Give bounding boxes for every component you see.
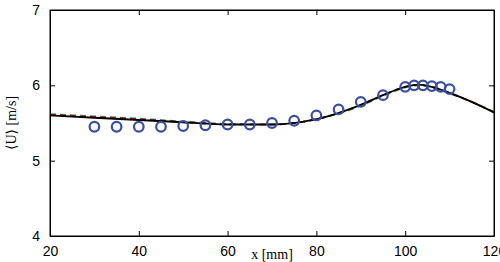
frame [50, 10, 494, 236]
marker [223, 120, 233, 130]
tick-label: 6 [32, 77, 40, 93]
marker [90, 122, 100, 132]
marker [289, 116, 299, 126]
tick-label: 20 [43, 243, 59, 259]
x-axis-title: x [mm] [251, 247, 293, 262]
tick-label: 80 [309, 243, 325, 259]
tick: 5 [32, 153, 55, 169]
tick-mark [405, 231, 406, 236]
axis [51, 10, 495, 15]
tick: 80 [309, 231, 325, 259]
tick-mark [139, 10, 140, 15]
tick-mark [405, 10, 406, 15]
marker [178, 121, 188, 131]
tick-mark [50, 85, 55, 86]
marker [312, 111, 322, 121]
tick-label: 60 [220, 243, 236, 259]
tick-mark [50, 161, 55, 162]
marker [356, 97, 366, 107]
marker [267, 118, 277, 128]
tick: 120 [483, 231, 500, 259]
y-axis-title: ⟨U⟩ [m/s] [4, 96, 19, 150]
tick-mark [489, 161, 494, 162]
tick [489, 85, 494, 86]
plot-area: 20 40 60 80 100 120 4 5 6 7 [32, 2, 500, 259]
tick-label: 100 [394, 243, 418, 259]
tick-mark [228, 231, 229, 236]
tick-mark [489, 85, 494, 86]
tick-mark [228, 10, 229, 15]
marker [134, 122, 144, 132]
marker [334, 105, 344, 115]
marker [201, 120, 211, 130]
tick-mark [139, 231, 140, 236]
tick-label: 7 [32, 2, 40, 18]
tick [139, 10, 140, 15]
tick-label: 4 [32, 228, 40, 244]
data-layer [50, 81, 494, 132]
marker [156, 122, 166, 132]
tick-label: 5 [32, 153, 40, 169]
tick [316, 10, 317, 15]
tick-label: 40 [132, 243, 148, 259]
marker [112, 122, 122, 132]
tick-mark [316, 10, 317, 15]
tick [489, 161, 494, 162]
marker [245, 120, 255, 130]
tick: 100 [394, 231, 418, 259]
marker [445, 84, 455, 94]
chart: 20 40 60 80 100 120 4 5 6 7 x [mm] ⟨U⟩ [m/s] [0, 0, 500, 262]
tick: 6 [32, 77, 55, 93]
axis: 4 5 6 7 [32, 2, 55, 244]
tick: 60 [220, 231, 236, 259]
tick [228, 10, 229, 15]
marker [378, 90, 388, 100]
tick-label: 120 [483, 243, 500, 259]
tick: 40 [132, 231, 148, 259]
tick [405, 10, 406, 15]
tick-mark [316, 231, 317, 236]
